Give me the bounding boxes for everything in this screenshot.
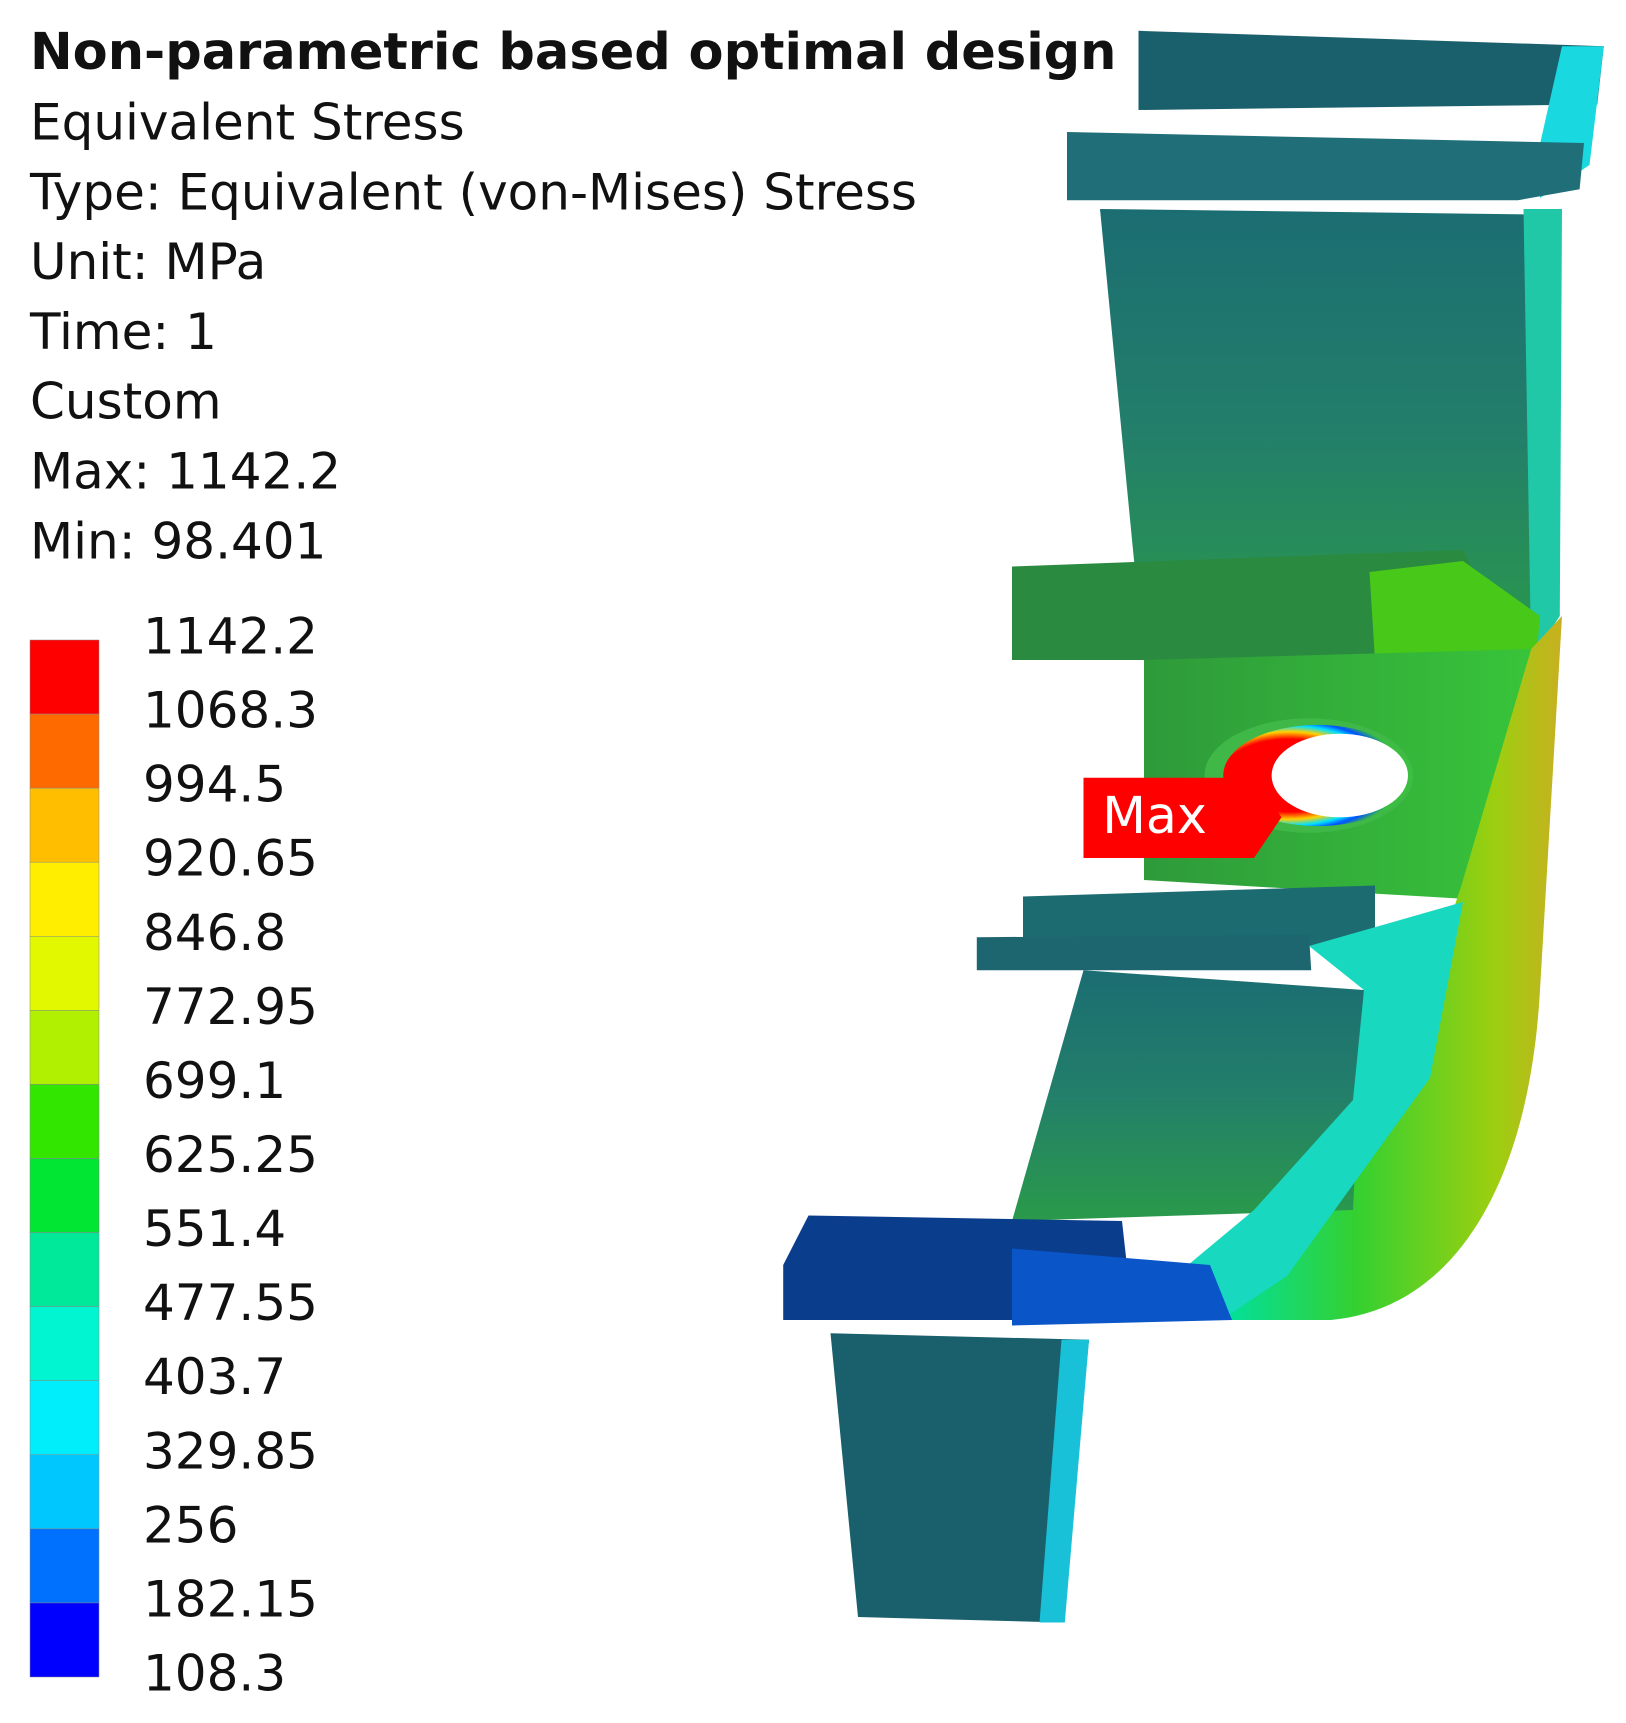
legend-label: 846.8 xyxy=(143,904,286,962)
root-edge xyxy=(1039,1339,1089,1623)
info-lines: Equivalent Stress Type: Equivalent (von-M… xyxy=(29,94,917,571)
legend-label: 699.1 xyxy=(143,1052,286,1110)
airfoil-lower xyxy=(1012,970,1364,1221)
info-line: Custom xyxy=(30,373,222,431)
legend-band xyxy=(29,1380,100,1456)
legend-label: 108.3 xyxy=(143,1645,286,1703)
legend-band xyxy=(29,1010,100,1085)
legend-band xyxy=(29,1528,100,1604)
model: Max xyxy=(783,30,1604,1623)
info-line: Max: 1142.2 xyxy=(30,443,341,501)
legend-label: 1068.3 xyxy=(143,682,318,740)
max-probe xyxy=(1083,777,1282,858)
info-line: Time: 1 xyxy=(29,303,217,361)
info-line: Unit: MPa xyxy=(30,233,266,291)
shroud-plate xyxy=(1067,132,1584,201)
legend-label: 256 xyxy=(143,1496,238,1554)
legend: 1142.2 1068.3 994.5 920.65 846.8 772.95 699.1 6… xyxy=(29,608,318,1703)
airfoil-edge xyxy=(1523,209,1562,660)
legend-band xyxy=(29,1602,100,1678)
legend-band xyxy=(29,1084,100,1159)
info-line: Type: Equivalent (von-Mises) Stress xyxy=(29,163,917,221)
legend-band xyxy=(29,1454,100,1530)
lower-platform-lip xyxy=(976,935,1312,971)
title: Non-parametric based optimal design xyxy=(30,23,1117,82)
legend-band xyxy=(29,713,100,789)
legend-band xyxy=(29,639,100,715)
legend-label: 920.65 xyxy=(143,830,318,888)
legend-label: 772.95 xyxy=(143,978,318,1036)
root-transition xyxy=(1012,1248,1232,1326)
legend-label: 182.15 xyxy=(143,1570,318,1628)
legend-band xyxy=(29,1306,100,1381)
legend-label: 625.25 xyxy=(143,1126,318,1184)
max-probe-label: Max xyxy=(1102,786,1207,845)
root-stem xyxy=(830,1333,1089,1623)
legend-band xyxy=(29,936,100,1011)
legend-label: 329.85 xyxy=(143,1422,318,1480)
legend-band xyxy=(29,1158,100,1233)
hole xyxy=(1271,733,1408,818)
legend-label: 477.55 xyxy=(143,1274,318,1332)
fillet-gradient xyxy=(1221,616,1562,1320)
legend-band xyxy=(29,1232,100,1307)
info-line: Min: 98.401 xyxy=(30,512,326,570)
shroud-top xyxy=(1138,30,1604,110)
legend-label: 551.4 xyxy=(143,1200,286,1258)
legend-band xyxy=(29,861,100,937)
legend-label: 403.7 xyxy=(143,1348,286,1406)
legend-label: 1142.2 xyxy=(143,608,318,666)
lower-platform xyxy=(1023,885,1375,946)
legend-band xyxy=(29,787,100,863)
info-line: Equivalent Stress xyxy=(30,94,465,152)
lower-edge xyxy=(1122,902,1463,1320)
legend-label: 994.5 xyxy=(143,756,286,814)
airfoil-upper xyxy=(1100,209,1546,660)
